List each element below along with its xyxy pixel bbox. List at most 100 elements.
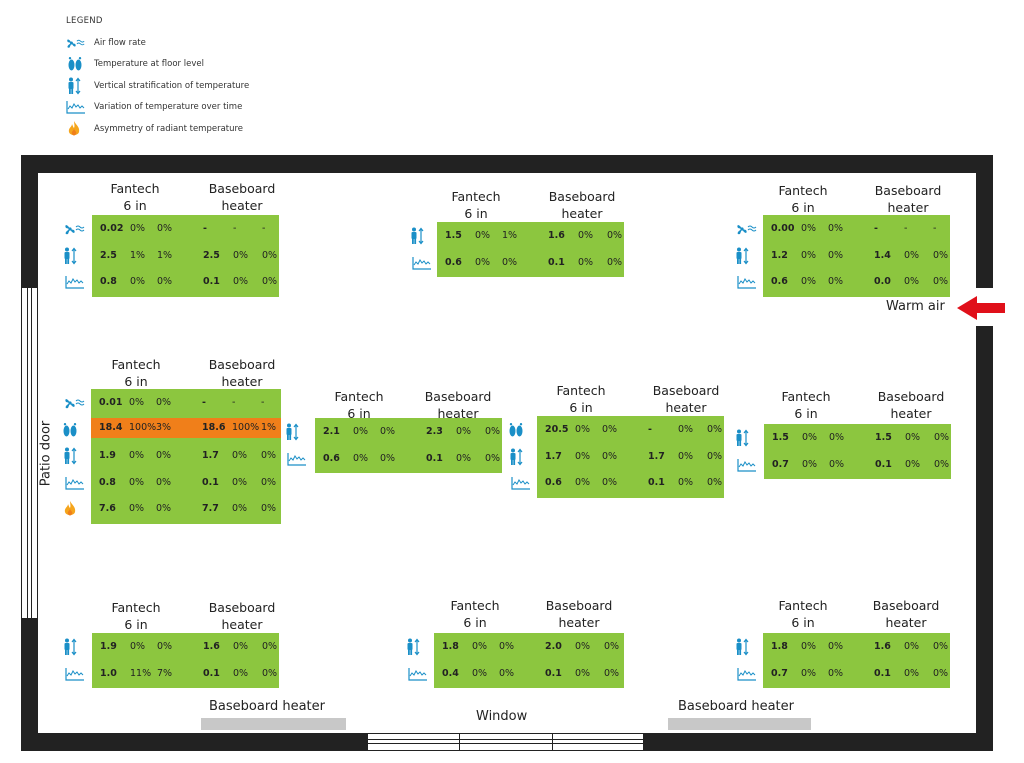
legend-item: Vertical stratification of temperature (66, 75, 249, 97)
window-label: Window (476, 709, 528, 724)
table-cell: 0.01 (99, 397, 123, 409)
table-cell: 0% (157, 223, 173, 235)
table-cell: 0.6 (545, 477, 562, 489)
table-row: 0.02 0% 0% - - - (92, 219, 279, 239)
table-cell: 0% (499, 667, 515, 679)
table-cell: 0% (602, 424, 618, 436)
table-cell: 0% (602, 450, 618, 462)
table-cell: 2.1 (323, 426, 340, 438)
table-row: 1.2 0% 0% 1.4 0% 0% (763, 246, 950, 266)
table-cell: 0% (475, 230, 491, 242)
table-row: 0.8 0% 0% 0.1 0% 0% (92, 272, 279, 292)
table-cell: 0% (578, 256, 594, 268)
table-cell: 0% (933, 249, 949, 261)
table-cell: - (904, 223, 908, 235)
table-cell: 0% (262, 249, 278, 261)
warm-air-label: Warm air (886, 299, 945, 314)
table-cell: 1.4 (874, 249, 891, 261)
patio-door-label: Patio door (38, 420, 54, 487)
table-cell: 0.02 (100, 223, 124, 235)
fan-icon (66, 35, 86, 51)
table-cell: - (874, 223, 878, 235)
table-cell: 0% (575, 641, 591, 653)
table-cell: 0% (130, 641, 146, 653)
table-row: 1.5 0% 1% 1.6 0% 0% (437, 226, 624, 246)
warm-air-arrow-icon (957, 296, 1005, 320)
table-cell: 0% (472, 667, 488, 679)
column-header-fantech: Fantech 6 in (111, 600, 161, 632)
table-cell: 0.4 (442, 667, 459, 679)
table-cell: 0% (829, 458, 845, 470)
table-cell: 0.1 (202, 476, 219, 488)
table-cell: 0% (129, 476, 145, 488)
table-cell: 0% (262, 276, 278, 288)
table-cell: 0% (707, 450, 723, 462)
table-cell: 7% (157, 667, 173, 679)
table-cell: 1% (130, 249, 146, 261)
baseboard-heater-right (668, 718, 811, 730)
temperature-graph-icon (736, 665, 758, 683)
legend: LEGEND Air flow rate Temperature at floor… (66, 16, 249, 140)
table-cell: 1.2 (771, 249, 788, 261)
table-cell: 0% (232, 450, 248, 462)
table-cell: 0% (485, 426, 501, 438)
table-cell: - (262, 223, 266, 235)
column-header-fantech: Fantech 6 in (781, 389, 831, 421)
table-cell: - (202, 397, 206, 409)
column-header-fantech: Fantech 6 in (778, 183, 828, 215)
table-cell: 0% (262, 667, 278, 679)
column-header-baseboard: Baseboard heater (548, 189, 616, 221)
table-cell: 100% (129, 421, 157, 433)
temperature-graph-icon (411, 254, 433, 272)
table-cell: 0% (157, 641, 173, 653)
table-cell: - (648, 424, 652, 436)
flame-icon (66, 120, 86, 137)
table-row: 2.1 0% 0% 2.3 0% 0% (315, 422, 502, 442)
table-cell: 0.6 (323, 452, 340, 464)
table-row: 1.8 0% 0% 2.0 0% 0% (434, 637, 624, 657)
table-cell: 0% (129, 503, 145, 515)
table-cell: 0% (380, 452, 396, 464)
table-cell: 1.5 (445, 230, 462, 242)
temperature-graph-icon (64, 665, 86, 683)
table-cell: - (232, 397, 236, 409)
table-cell: 0% (802, 432, 818, 444)
table-row: 0.01 0% 0% - - - (91, 393, 281, 413)
column-header-baseboard: Baseboard heater (874, 183, 942, 215)
baseboard-heater-left (201, 718, 346, 730)
table-cell: 0% (904, 667, 920, 679)
table-cell: 2.0 (545, 641, 562, 653)
table-cell: 1% (502, 230, 518, 242)
fan-icon (736, 220, 758, 238)
table-cell: 0% (156, 476, 172, 488)
column-header-fantech: Fantech 6 in (451, 189, 501, 221)
table-cell: 2.5 (100, 249, 117, 261)
table-cell: 1% (157, 249, 173, 261)
table-cell: 0% (829, 432, 845, 444)
legend-item: Air flow rate (66, 32, 249, 54)
table-cell: 0% (904, 641, 920, 653)
table-row: 0.00 0% 0% - - - (763, 219, 950, 239)
table-row: 1.7 0% 0% 1.7 0% 0% (537, 447, 724, 467)
table-cell: 1.7 (202, 450, 219, 462)
table-cell: - (261, 397, 265, 409)
table-cell: 0% (575, 477, 591, 489)
column-header-baseboard: Baseboard heater (872, 598, 940, 630)
fan-icon (64, 220, 86, 238)
table-row: 1.9 0% 0% 1.6 0% 0% (92, 637, 279, 657)
table-cell: 0% (485, 452, 501, 464)
table-cell: 0% (261, 450, 277, 462)
person-stratification-icon (59, 638, 81, 656)
table-cell: 0% (262, 641, 278, 653)
table-cell: 0% (802, 458, 818, 470)
table-cell: 0% (678, 424, 694, 436)
table-cell: 0.1 (203, 667, 220, 679)
table-row: 0.6 0% 0% 0.1 0% 0% (537, 473, 724, 493)
legend-item: Temperature at floor level (66, 54, 249, 76)
table-cell: 0% (607, 230, 623, 242)
table-cell: 1% (261, 421, 277, 433)
table-cell: 0% (156, 397, 172, 409)
table-cell: 1.7 (545, 450, 562, 462)
table-cell: 0% (678, 477, 694, 489)
table-cell: 0.6 (771, 276, 788, 288)
